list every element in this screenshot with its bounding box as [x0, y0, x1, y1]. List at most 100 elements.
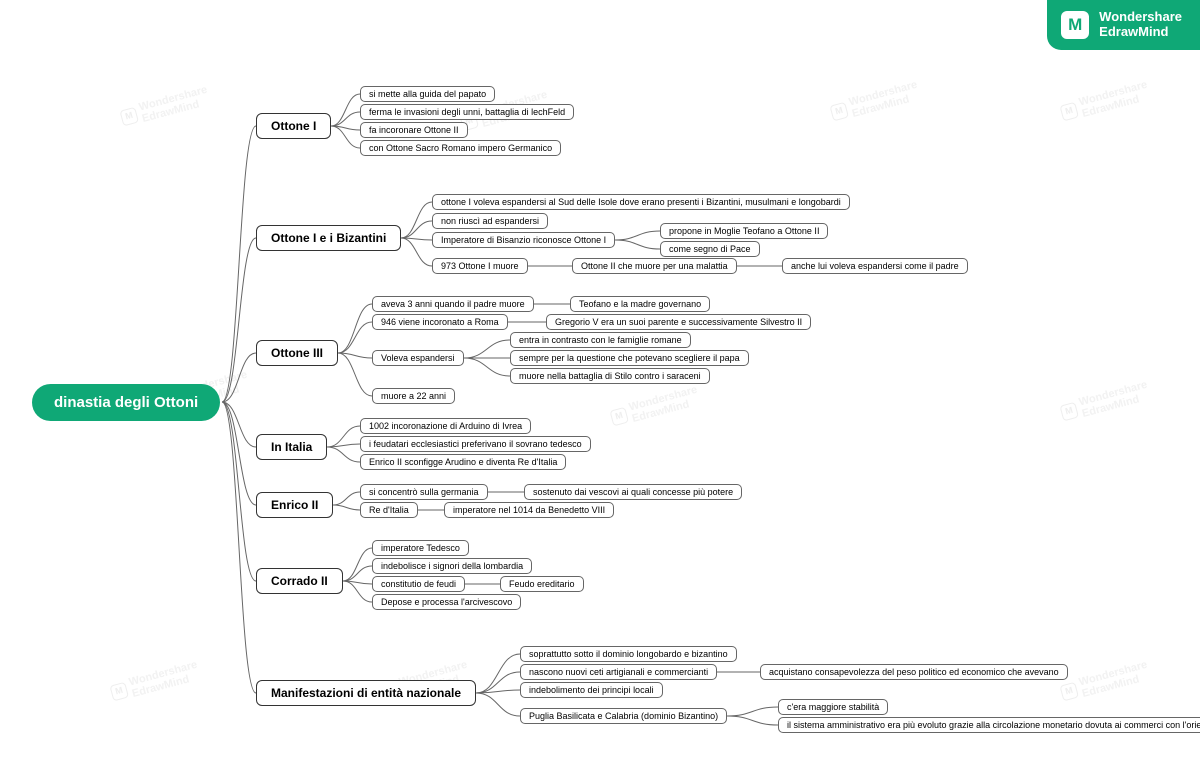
leaf-label: i feudatari ecclesiastici preferivano il…: [369, 439, 582, 449]
leaf-node[interactable]: constitutio de feudi: [372, 576, 465, 592]
leaf-label: soprattutto sotto il dominio longobardo …: [529, 649, 728, 659]
branch-label: In Italia: [271, 440, 312, 454]
branch-label: Enrico II: [271, 498, 318, 512]
leaf-label: anche lui voleva espandersi come il padr…: [791, 261, 959, 271]
watermark: MWondershareEdrawMind: [1058, 379, 1151, 426]
leaf-label: si concentrò sulla germania: [369, 487, 479, 497]
brand-logo-icon: M: [1061, 11, 1089, 39]
leaf-node[interactable]: come segno di Pace: [660, 241, 760, 257]
leaf-label: Voleva espandersi: [381, 353, 455, 363]
leaf-node[interactable]: ottone I voleva espandersi al Sud delle …: [432, 194, 850, 210]
leaf-label: Imperatore di Bisanzio riconosce Ottone …: [441, 235, 606, 245]
leaf-label: constitutio de feudi: [381, 579, 456, 589]
branch-label: Manifestazioni di entità nazionale: [271, 686, 461, 700]
branch-node[interactable]: Ottone III: [256, 340, 338, 366]
leaf-node[interactable]: indebolimento dei principi locali: [520, 682, 663, 698]
leaf-label: Re d'Italia: [369, 505, 409, 515]
leaf-node[interactable]: Voleva espandersi: [372, 350, 464, 366]
leaf-label: fa incoronare Ottone II: [369, 125, 459, 135]
leaf-node[interactable]: Imperatore di Bisanzio riconosce Ottone …: [432, 232, 615, 248]
leaf-node[interactable]: Puglia Basilicata e Calabria (dominio Bi…: [520, 708, 727, 724]
leaf-label: muore nella battaglia di Stilo contro i …: [519, 371, 701, 381]
branch-node[interactable]: Enrico II: [256, 492, 333, 518]
leaf-node[interactable]: Depose e processa l'arcivescovo: [372, 594, 521, 610]
leaf-label: indebolisce i signori della lombardia: [381, 561, 523, 571]
leaf-label: Ottone II che muore per una malattia: [581, 261, 728, 271]
brand-text: Wondershare EdrawMind: [1099, 10, 1182, 40]
leaf-label: indebolimento dei principi locali: [529, 685, 654, 695]
leaf-label: muore a 22 anni: [381, 391, 446, 401]
leaf-label: si mette alla guida del papato: [369, 89, 486, 99]
leaf-label: aveva 3 anni quando il padre muore: [381, 299, 525, 309]
leaf-node[interactable]: sempre per la questione che potevano sce…: [510, 350, 749, 366]
leaf-label: Feudo ereditario: [509, 579, 575, 589]
leaf-node[interactable]: Teofano e la madre governano: [570, 296, 710, 312]
branch-node[interactable]: Manifestazioni di entità nazionale: [256, 680, 476, 706]
leaf-node[interactable]: non riuscì ad espandersi: [432, 213, 548, 229]
leaf-node[interactable]: 946 viene incoronato a Roma: [372, 314, 508, 330]
watermark: MWondershareEdrawMind: [608, 384, 701, 431]
leaf-label: c'era maggiore stabilità: [787, 702, 879, 712]
leaf-node[interactable]: nascono nuovi ceti artigianali e commerc…: [520, 664, 717, 680]
leaf-node[interactable]: fa incoronare Ottone II: [360, 122, 468, 138]
leaf-label: entra in contrasto con le famiglie roman…: [519, 335, 682, 345]
leaf-label: nascono nuovi ceti artigianali e commerc…: [529, 667, 708, 677]
leaf-label: 946 viene incoronato a Roma: [381, 317, 499, 327]
leaf-label: come segno di Pace: [669, 244, 751, 254]
leaf-node[interactable]: il sistema amministrativo era più evolut…: [778, 717, 1200, 733]
branch-node[interactable]: Ottone I: [256, 113, 331, 139]
leaf-node[interactable]: 1002 incoronazione di Arduino di Ivrea: [360, 418, 531, 434]
leaf-node[interactable]: con Ottone Sacro Romano impero Germanico: [360, 140, 561, 156]
leaf-node[interactable]: imperatore Tedesco: [372, 540, 469, 556]
watermark: MWondershareEdrawMind: [1058, 79, 1151, 126]
mindmap-canvas: MWondershareEdrawMind MWondershareEdrawMi…: [0, 0, 1200, 774]
watermark: MWondershareEdrawMind: [108, 659, 201, 706]
leaf-node[interactable]: Ottone II che muore per una malattia: [572, 258, 737, 274]
leaf-label: il sistema amministrativo era più evolut…: [787, 720, 1200, 730]
branch-node[interactable]: Ottone I e i Bizantini: [256, 225, 401, 251]
branch-label: Ottone III: [271, 346, 323, 360]
leaf-node[interactable]: ferma le invasioni degli unni, battaglia…: [360, 104, 574, 120]
leaf-node[interactable]: aveva 3 anni quando il padre muore: [372, 296, 534, 312]
leaf-label: Enrico II sconfigge Arudino e diventa Re…: [369, 457, 557, 467]
branch-label: Ottone I: [271, 119, 316, 133]
leaf-node[interactable]: si concentrò sulla germania: [360, 484, 488, 500]
leaf-label: sostenuto dai vescovi ai quali concesse …: [533, 487, 733, 497]
branch-node[interactable]: Corrado II: [256, 568, 343, 594]
leaf-node[interactable]: Enrico II sconfigge Arudino e diventa Re…: [360, 454, 566, 470]
leaf-node[interactable]: sostenuto dai vescovi ai quali concesse …: [524, 484, 742, 500]
leaf-label: Teofano e la madre governano: [579, 299, 701, 309]
leaf-node[interactable]: Feudo ereditario: [500, 576, 584, 592]
leaf-node[interactable]: Re d'Italia: [360, 502, 418, 518]
root-label: dinastia degli Ottoni: [54, 394, 198, 411]
leaf-node[interactable]: Gregorio V era un suoi parente e success…: [546, 314, 811, 330]
leaf-node[interactable]: entra in contrasto con le famiglie roman…: [510, 332, 691, 348]
watermark: MWondershareEdrawMind: [828, 79, 921, 126]
leaf-label: Puglia Basilicata e Calabria (dominio Bi…: [529, 711, 718, 721]
leaf-label: non riuscì ad espandersi: [441, 216, 539, 226]
leaf-label: Gregorio V era un suoi parente e success…: [555, 317, 802, 327]
leaf-node[interactable]: soprattutto sotto il dominio longobardo …: [520, 646, 737, 662]
watermark: MWondershareEdrawMind: [118, 84, 211, 131]
leaf-node[interactable]: acquistano consapevolezza del peso polit…: [760, 664, 1068, 680]
leaf-label: 1002 incoronazione di Arduino di Ivrea: [369, 421, 522, 431]
leaf-node[interactable]: muore a 22 anni: [372, 388, 455, 404]
leaf-label: propone in Moglie Teofano a Ottone II: [669, 226, 819, 236]
leaf-node[interactable]: c'era maggiore stabilità: [778, 699, 888, 715]
leaf-label: acquistano consapevolezza del peso polit…: [769, 667, 1059, 677]
branch-label: Ottone I e i Bizantini: [271, 231, 386, 245]
leaf-node[interactable]: indebolisce i signori della lombardia: [372, 558, 532, 574]
leaf-node[interactable]: muore nella battaglia di Stilo contro i …: [510, 368, 710, 384]
leaf-node[interactable]: 973 Ottone I muore: [432, 258, 528, 274]
leaf-node[interactable]: i feudatari ecclesiastici preferivano il…: [360, 436, 591, 452]
leaf-label: imperatore Tedesco: [381, 543, 460, 553]
brand-badge: M Wondershare EdrawMind: [1047, 0, 1200, 50]
leaf-node[interactable]: propone in Moglie Teofano a Ottone II: [660, 223, 828, 239]
leaf-label: sempre per la questione che potevano sce…: [519, 353, 740, 363]
branch-node[interactable]: In Italia: [256, 434, 327, 460]
leaf-node[interactable]: si mette alla guida del papato: [360, 86, 495, 102]
leaf-node[interactable]: anche lui voleva espandersi come il padr…: [782, 258, 968, 274]
watermark: MWondershareEdrawMind: [1058, 659, 1151, 706]
root-node[interactable]: dinastia degli Ottoni: [32, 384, 220, 421]
leaf-node[interactable]: imperatore nel 1014 da Benedetto VIII: [444, 502, 614, 518]
